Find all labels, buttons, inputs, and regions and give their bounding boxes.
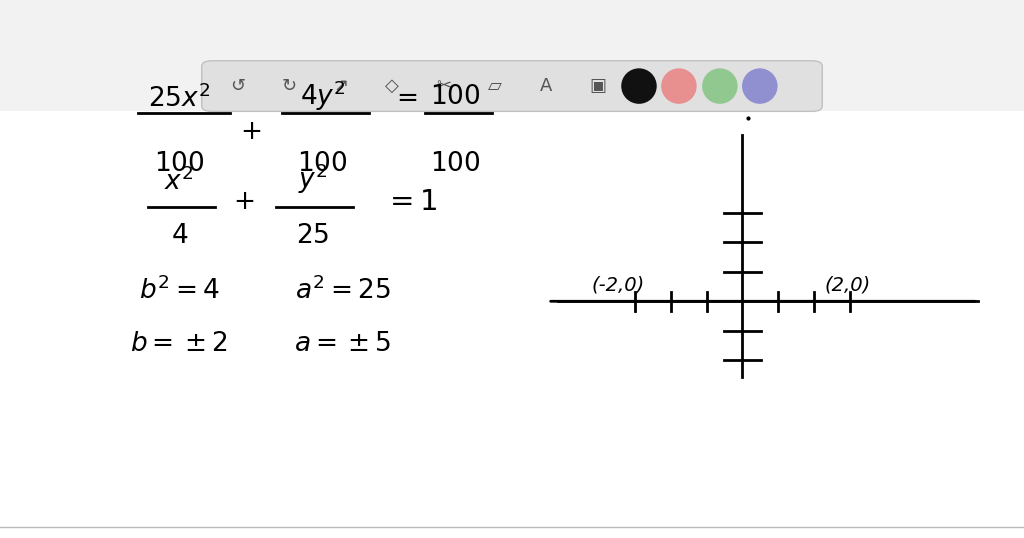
Text: $= 1$: $= 1$ [384, 188, 437, 216]
Text: (2,0): (2,0) [824, 275, 870, 295]
Text: $b^2 = 4$: $b^2 = 4$ [139, 277, 219, 305]
Text: $=$: $=$ [391, 84, 418, 110]
Text: $x^2$: $x^2$ [165, 168, 194, 196]
Text: $4y^2$: $4y^2$ [300, 79, 345, 113]
Text: $a = \pm 5$: $a = \pm 5$ [294, 331, 392, 357]
Ellipse shape [742, 68, 777, 104]
FancyBboxPatch shape [202, 61, 822, 111]
Text: $y^2$: $y^2$ [298, 162, 327, 196]
Text: $100$: $100$ [297, 151, 348, 176]
Ellipse shape [662, 68, 696, 104]
Text: $100$: $100$ [430, 84, 481, 110]
Text: ↻: ↻ [282, 77, 297, 95]
Text: A: A [541, 77, 553, 95]
Text: $25x^2$: $25x^2$ [148, 84, 210, 113]
Text: $100$: $100$ [430, 151, 481, 176]
Text: ▣: ▣ [590, 77, 606, 95]
Text: ↺: ↺ [230, 77, 245, 95]
Ellipse shape [622, 68, 656, 104]
Text: $100$: $100$ [154, 151, 205, 176]
Ellipse shape [702, 68, 737, 104]
Text: $+$: $+$ [233, 189, 254, 215]
Text: ↗: ↗ [333, 77, 348, 95]
Text: $4$: $4$ [171, 223, 187, 249]
Text: ✂: ✂ [436, 77, 452, 95]
Text: ▱: ▱ [488, 77, 502, 95]
FancyBboxPatch shape [0, 111, 1024, 538]
Text: ◇: ◇ [385, 77, 399, 95]
Text: $a^2 = 25$: $a^2 = 25$ [295, 277, 391, 305]
Text: $25$: $25$ [296, 223, 329, 249]
Text: (-2,0): (-2,0) [592, 275, 645, 295]
Text: $+$: $+$ [241, 119, 261, 145]
Text: $b = \pm 2$: $b = \pm 2$ [130, 331, 228, 357]
